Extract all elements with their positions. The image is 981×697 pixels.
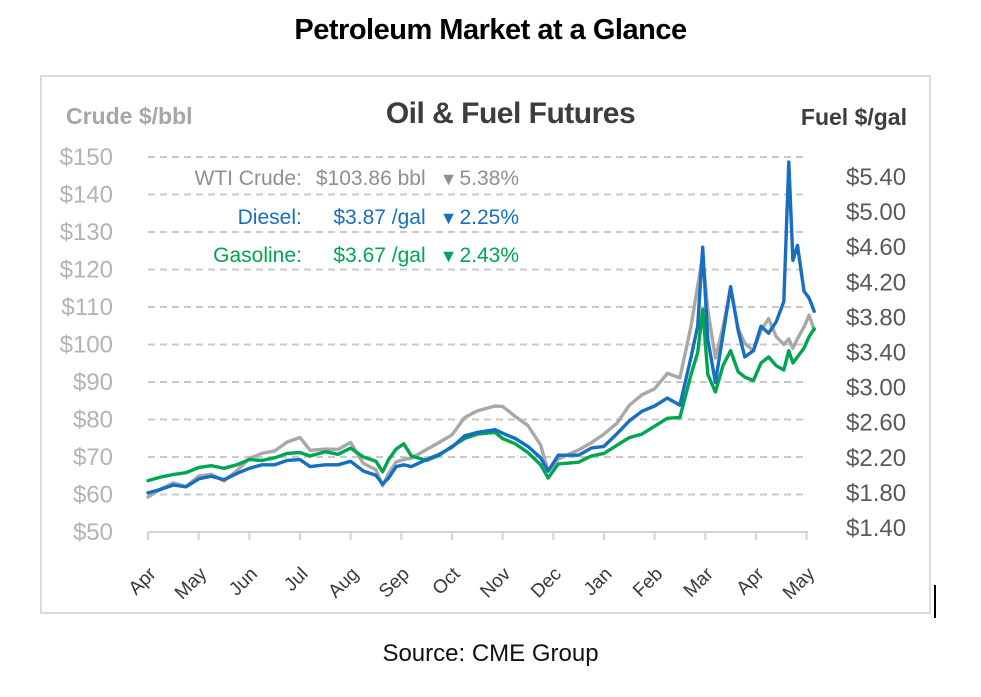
svg-text:Jul: Jul bbox=[280, 564, 312, 596]
text-cursor[interactable] bbox=[934, 585, 936, 618]
down-triangle-icon: ▼ bbox=[439, 246, 458, 267]
svg-text:Jan: Jan bbox=[580, 564, 617, 601]
svg-text:Mar: Mar bbox=[680, 563, 718, 601]
svg-text:$3.00: $3.00 bbox=[846, 375, 906, 402]
svg-text:$4.60: $4.60 bbox=[846, 234, 906, 261]
svg-text:Apr: Apr bbox=[733, 563, 769, 599]
svg-text:May: May bbox=[171, 563, 212, 604]
svg-text:$5.00: $5.00 bbox=[846, 199, 906, 226]
legend-diesel-label: Diesel: bbox=[237, 205, 302, 229]
legend-gasoline-label: Gasoline: bbox=[213, 244, 302, 268]
gridlines bbox=[148, 156, 804, 496]
legend-diesel-value: $3.87 /gal bbox=[333, 205, 426, 229]
legend-diesel-change: ▼2.25% bbox=[440, 199, 519, 238]
legend-wti-label: WTI Crude: bbox=[194, 167, 302, 190]
svg-text:$130: $130 bbox=[60, 219, 113, 246]
svg-text:$90: $90 bbox=[73, 369, 113, 396]
svg-text:Apr: Apr bbox=[125, 563, 161, 599]
svg-text:$120: $120 bbox=[60, 257, 113, 284]
series-gasoline bbox=[146, 307, 816, 483]
svg-text:$80: $80 bbox=[73, 407, 113, 434]
x-axis-ticks: Apr May Jun Jul Aug Sep Oct Nov Dec Jan Feb Mar Apr M… bbox=[125, 532, 820, 604]
source-caption: Source: CME Group bbox=[382, 640, 599, 667]
left-axis-ticks: $150 $140 $130 $120 $110 $100 $90 $80 $70 $60 $50 bbox=[60, 144, 113, 546]
svg-text:$5.40: $5.40 bbox=[846, 164, 906, 191]
legend-wti-value: $103.86 bbl bbox=[315, 167, 426, 190]
legend-gasoline-value: $3.67 /gal bbox=[333, 244, 426, 268]
series-diesel bbox=[146, 160, 816, 495]
chart-plot-area: $150$140$130$120$110$100$90$80$70$60$50$… bbox=[60, 144, 906, 604]
svg-text:Aug: Aug bbox=[324, 564, 363, 603]
svg-text:$3.80: $3.80 bbox=[846, 304, 906, 331]
svg-text:$1.80: $1.80 bbox=[846, 480, 906, 507]
svg-text:$150: $150 bbox=[60, 144, 113, 171]
svg-text:$110: $110 bbox=[61, 294, 113, 321]
svg-text:$70: $70 bbox=[73, 444, 113, 471]
left-axis-title: Crude $/bbl bbox=[66, 103, 193, 129]
legend-wti-change-pct: 5.38% bbox=[459, 167, 519, 190]
svg-text:May: May bbox=[779, 563, 820, 604]
down-triangle-icon: ▼ bbox=[439, 207, 458, 228]
svg-text:$50: $50 bbox=[73, 519, 113, 546]
legend-wti-change: ▼5.38% bbox=[440, 160, 519, 199]
svg-text:Jun: Jun bbox=[225, 564, 262, 601]
right-axis-ticks: $5.40 $5.00 $4.60 $4.20 $3.80 $3.40 $3.00 $2.60… bbox=[846, 164, 906, 542]
svg-text:Nov: Nov bbox=[476, 563, 515, 602]
svg-text:$2.20: $2.20 bbox=[846, 445, 906, 472]
svg-text:Feb: Feb bbox=[629, 564, 667, 602]
svg-text:$140: $140 bbox=[60, 182, 113, 209]
svg-text:Oct: Oct bbox=[429, 563, 465, 599]
svg-text:$1.40: $1.40 bbox=[846, 515, 906, 542]
chart-panel: $150 $140 $130 $120 $110 $100 $90 $80 $70 $60 $50 $… bbox=[40, 75, 931, 614]
svg-text:$60: $60 bbox=[73, 482, 113, 509]
legend-gasoline-change: ▼2.43% bbox=[440, 237, 519, 276]
right-axis-title: Fuel $/gal bbox=[800, 104, 907, 130]
svg-text:$3.40: $3.40 bbox=[846, 340, 906, 367]
series-wti-crude bbox=[146, 253, 816, 499]
page-title: Petroleum Market at a Glance bbox=[294, 14, 687, 46]
svg-text:Dec: Dec bbox=[527, 564, 566, 603]
chart-title: Oil & Fuel Futures bbox=[385, 97, 636, 130]
legend-diesel-change-pct: 2.25% bbox=[459, 205, 519, 229]
svg-text:Sep: Sep bbox=[375, 564, 414, 603]
svg-text:$100: $100 bbox=[60, 332, 113, 359]
svg-text:$4.20: $4.20 bbox=[846, 269, 906, 296]
chart-legend: WTI Crude: $103.86 bbl ▼5.38% Diesel: $3… bbox=[194, 160, 519, 276]
legend-gasoline-change-pct: 2.43% bbox=[459, 244, 519, 268]
svg-text:$2.60: $2.60 bbox=[846, 410, 906, 437]
down-triangle-icon: ▼ bbox=[439, 169, 458, 189]
